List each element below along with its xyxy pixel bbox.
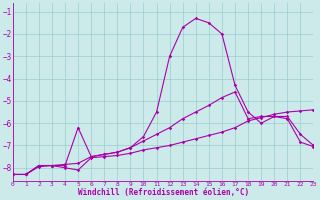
X-axis label: Windchill (Refroidissement éolien,°C): Windchill (Refroidissement éolien,°C) [77, 188, 249, 197]
